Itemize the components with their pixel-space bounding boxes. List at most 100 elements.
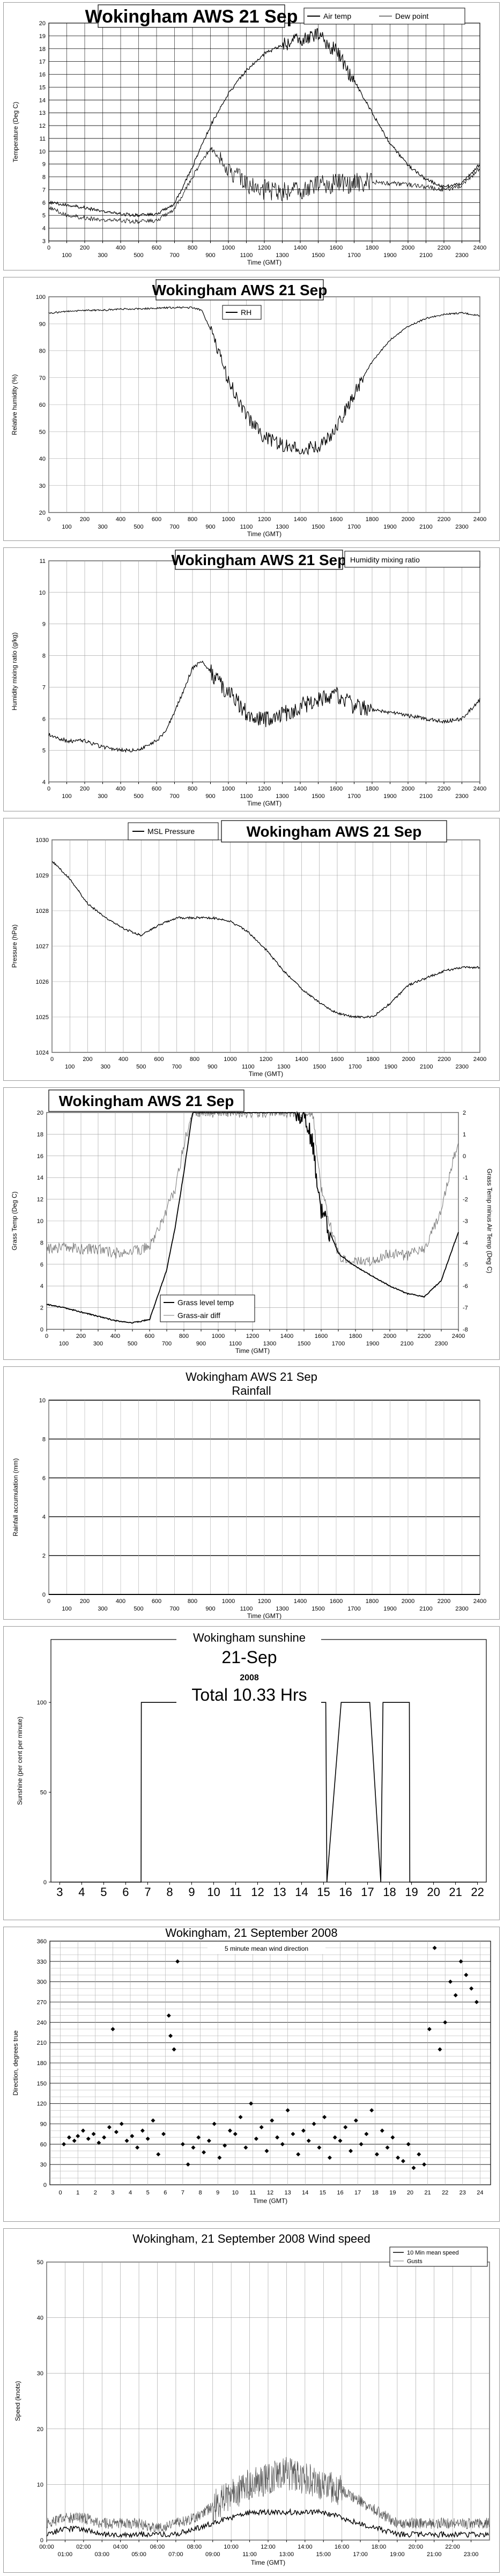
x-tick-label: 500 [134,793,143,800]
y-tick-label: 2 [42,1553,46,1560]
x-tick-label: 2400 [473,1056,486,1063]
x-tick-label: 1000 [222,516,235,523]
y-tick-label: 50 [39,429,46,435]
chart-year: 2008 [240,1673,259,1682]
y-tick-label: 16 [39,72,46,78]
x-tick-label: 2300 [456,1064,469,1070]
x-tick-label: 2100 [419,524,432,530]
y-axis-label: Relative humidity (%) [11,374,18,435]
x-tick-label: 2300 [455,252,468,259]
x-tick-label: 600 [152,786,161,792]
x-tick-label: 6 [164,2190,167,2196]
y-tick-label: 15 [39,84,46,91]
data-point [359,2142,364,2147]
x-tick-label: 2000 [402,1056,415,1063]
y-tick-label: 12 [39,123,46,129]
x-tick-label: 600 [152,245,161,251]
y-tick-label: 8 [42,1436,46,1443]
x-tick-label: 800 [190,1056,199,1063]
title-block [176,1629,321,1715]
x-tick-label: 0 [50,1056,54,1063]
x-tick-label: 15:00 [316,2551,331,2558]
x-tick-label: 700 [169,524,179,530]
chart-title-box [98,4,285,28]
x-tick-label: 1200 [258,516,271,523]
data-point [327,2155,332,2160]
x-tick-label: 1200 [258,245,271,251]
x-tick-label: 20:00 [409,2544,424,2550]
x-tick-label: 1600 [330,1598,343,1605]
x-tick-label: 1800 [366,245,379,251]
y-tick-label: 240 [37,2019,47,2026]
series-msl-line [51,861,480,1019]
data-point [161,2132,166,2136]
data-point [102,2135,107,2140]
x-tick-label: 2100 [419,252,432,259]
x-tick-label: 2200 [438,1598,450,1605]
data-point [238,2114,243,2119]
x-tick-label: 10 [207,1885,220,1899]
y-tick-label: 12 [37,1197,43,1203]
legend-box [344,551,480,568]
x-tick-label: 1700 [347,793,360,800]
x-tick-label: 2300 [455,1606,468,1612]
data-point [364,2132,369,2136]
chart-title: Wokingham AWS 21 Sep [85,6,298,27]
series-gusts-line [46,2457,490,2533]
hmr-chart: 4 5 6 7 8 9 10 11 0 200 400 600 800 1000 1200 1400 1600 1… [11,550,486,807]
x-axis-label: Time (GMT) [251,2559,285,2566]
x-tick-label: 800 [188,786,197,792]
data-point [66,2135,71,2140]
data-point [380,2128,384,2133]
y-tick-label: 20 [39,510,46,516]
y-axis-label: Speed (knots) [14,2381,21,2421]
x-tick-label: 1000 [222,245,235,251]
x-tick-label: 1900 [383,1606,396,1612]
x-tick-label: 02:00 [76,2544,91,2550]
x-tick-label: 12 [251,1885,264,1899]
y-tick-label: 7 [42,187,46,193]
y-tick-label: 7 [42,684,46,691]
legend-label-hmr: Humidity mixing ratio [350,555,420,564]
x-tick-label: 1400 [295,1056,308,1063]
x-tick-label: 4 [78,1885,85,1899]
x-tick-label: 05:00 [131,2551,146,2558]
grass-chart-panel: 0 2 4 6 8 10 12 14 16 18 20 -8 -7 -6 -5 -4 -3 -2 -1 0 1 2 0 200… [3,1087,500,1360]
y-tick-label: 50 [40,1790,47,1796]
y-tick-label: 270 [37,2000,47,2006]
y-tick-label: 90 [40,2121,47,2128]
msl-chart: 1024 1025 1026 1027 1028 1029 1030 0 100 200 300 40… [11,820,486,1078]
legend-label-dew: Dew point [395,12,428,20]
x-tick-label: 2000 [402,1598,414,1605]
y-tick-label: 30 [37,2370,43,2377]
x-tick-label: 100 [62,793,71,800]
x-tick-label: 200 [80,786,90,792]
y-tick-label: 9 [42,621,46,628]
x-tick-label: 600 [154,1056,164,1063]
chart-title-box [155,279,324,301]
series-air-temp-line [48,28,480,217]
x-tick-label: 18 [383,1885,396,1899]
chart-title: Wokingham, 21 September 2008 Wind speed [132,2232,370,2245]
x-tick-label: 17:00 [353,2551,368,2558]
y-tick-label: 5 [42,213,46,219]
x-tick-label: 400 [118,1056,128,1063]
x-axis-label: Time (GMT) [247,530,281,538]
y-tick-label: 18 [37,1131,43,1138]
chart-date: 21-Sep [221,1648,277,1667]
y-tick-label: 4 [42,225,46,232]
x-tick-label: 200 [80,245,90,251]
y-tick-label: 10 [39,149,46,155]
x-tick-label: 2 [94,2190,97,2196]
x-tick-label: 14 [295,1885,308,1899]
chart-title: Wokingham AWS 21 Sep [172,552,347,568]
x-tick-label: 100 [62,1606,71,1612]
x-tick-label: 11:00 [242,2551,257,2558]
x-tick-label: 2200 [418,1333,431,1340]
x-tick-label: 6 [122,1885,129,1899]
y-tick-label: 30 [39,483,46,489]
y-tick-label: 8 [40,1240,43,1246]
legend-label-msl: MSL Pressure [147,827,195,836]
x-tick-label: 13:00 [279,2551,294,2558]
